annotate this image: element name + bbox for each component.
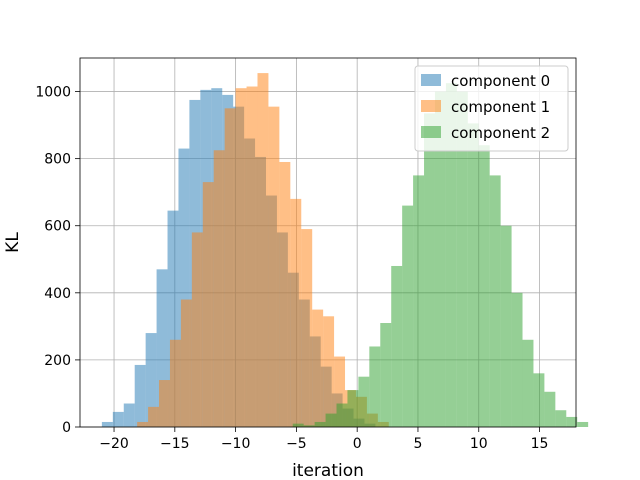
histogram-bar [358, 376, 370, 427]
histogram-bar [325, 413, 337, 427]
histogram-bar [292, 423, 304, 427]
plot-frame [79, 57, 577, 428]
x-tick-label: −20 [99, 436, 129, 452]
histogram-bar [169, 339, 181, 427]
histogram-bar [123, 403, 135, 427]
histogram-bar [148, 406, 160, 427]
series-2-bars [292, 83, 589, 427]
histogram-bar [290, 198, 302, 427]
histogram-bar [159, 380, 170, 427]
legend-label: component 0 [451, 72, 550, 90]
legend: component 0 component 1 component 2 [414, 65, 569, 152]
histogram-bar [533, 373, 545, 427]
histogram-bar [178, 148, 190, 427]
histogram-bar [413, 175, 425, 427]
x-tick-label: 15 [531, 436, 549, 452]
histogram-bar [279, 161, 291, 427]
histogram-bar [445, 83, 457, 427]
histogram-bar [336, 403, 348, 427]
x-axis-label: iteration [292, 461, 364, 480]
histogram-bar [312, 309, 324, 427]
histogram-bar [347, 390, 359, 427]
histogram-bar [544, 391, 556, 427]
histogram-bar [145, 333, 157, 427]
histogram-bar [500, 225, 512, 427]
legend-label: component 2 [451, 124, 550, 142]
histogram-bar [391, 265, 403, 427]
series-1-bars [137, 73, 389, 428]
y-tick-label: 1000 [35, 85, 71, 101]
histogram-bar [478, 145, 490, 427]
histogram-bar [213, 150, 225, 427]
histogram-bar [257, 73, 269, 427]
histogram-bar [191, 232, 203, 427]
histogram-bar [112, 411, 124, 427]
histogram-bar [301, 229, 313, 427]
histogram-bar [369, 346, 381, 427]
histogram-bar [380, 323, 392, 427]
histogram-bar [555, 410, 567, 427]
histogram-bar [489, 175, 501, 427]
histogram-bar [402, 205, 414, 427]
y-tick-label: 800 [44, 152, 71, 168]
legend-box [414, 65, 569, 152]
histogram-bar [224, 108, 236, 428]
legend-swatch [421, 74, 441, 86]
histogram-bar [180, 299, 192, 427]
histogram-bar [235, 88, 247, 427]
histogram-bar [323, 316, 335, 427]
x-tick-label: 5 [413, 436, 422, 452]
histogram-bar [577, 421, 589, 427]
histogram-bar [137, 421, 149, 427]
x-tick-label: 0 [353, 436, 362, 452]
histogram-bar [424, 113, 435, 427]
legend-label: component 1 [451, 98, 550, 116]
y-tick-label: 0 [62, 420, 71, 436]
histogram-bar [202, 182, 214, 427]
histogram-bar [303, 425, 315, 427]
y-tick-label: 200 [44, 353, 71, 369]
histogram-bar [334, 356, 346, 427]
axis-ticks: −20 −15 −10 −5 0 5 10 15 0 200 400 600 800 1000 [35, 85, 548, 452]
legend-swatch [421, 100, 441, 112]
histogram-bar [456, 91, 468, 427]
histogram-bar [246, 86, 258, 427]
x-tick-label: −10 [221, 436, 251, 452]
histogram-bar [511, 292, 523, 427]
histogram-bar [101, 421, 113, 427]
x-tick-label: −5 [286, 436, 307, 452]
histogram-bar [566, 416, 578, 427]
y-axis-label: KL [3, 232, 23, 253]
histogram-bar [522, 339, 534, 427]
histogram-bars [101, 73, 589, 428]
histogram-bar [156, 269, 168, 427]
y-tick-label: 400 [44, 286, 71, 302]
x-tick-label: −15 [160, 436, 190, 452]
histogram-bar [467, 123, 479, 427]
y-tick-label: 600 [44, 219, 71, 235]
histogram-bar [434, 91, 446, 427]
histogram-bar [314, 421, 326, 427]
histogram-bar [268, 106, 280, 428]
histogram-bar [167, 210, 179, 427]
histogram-bar [134, 364, 146, 427]
legend-swatch [421, 126, 441, 138]
x-tick-label: 10 [470, 436, 488, 452]
